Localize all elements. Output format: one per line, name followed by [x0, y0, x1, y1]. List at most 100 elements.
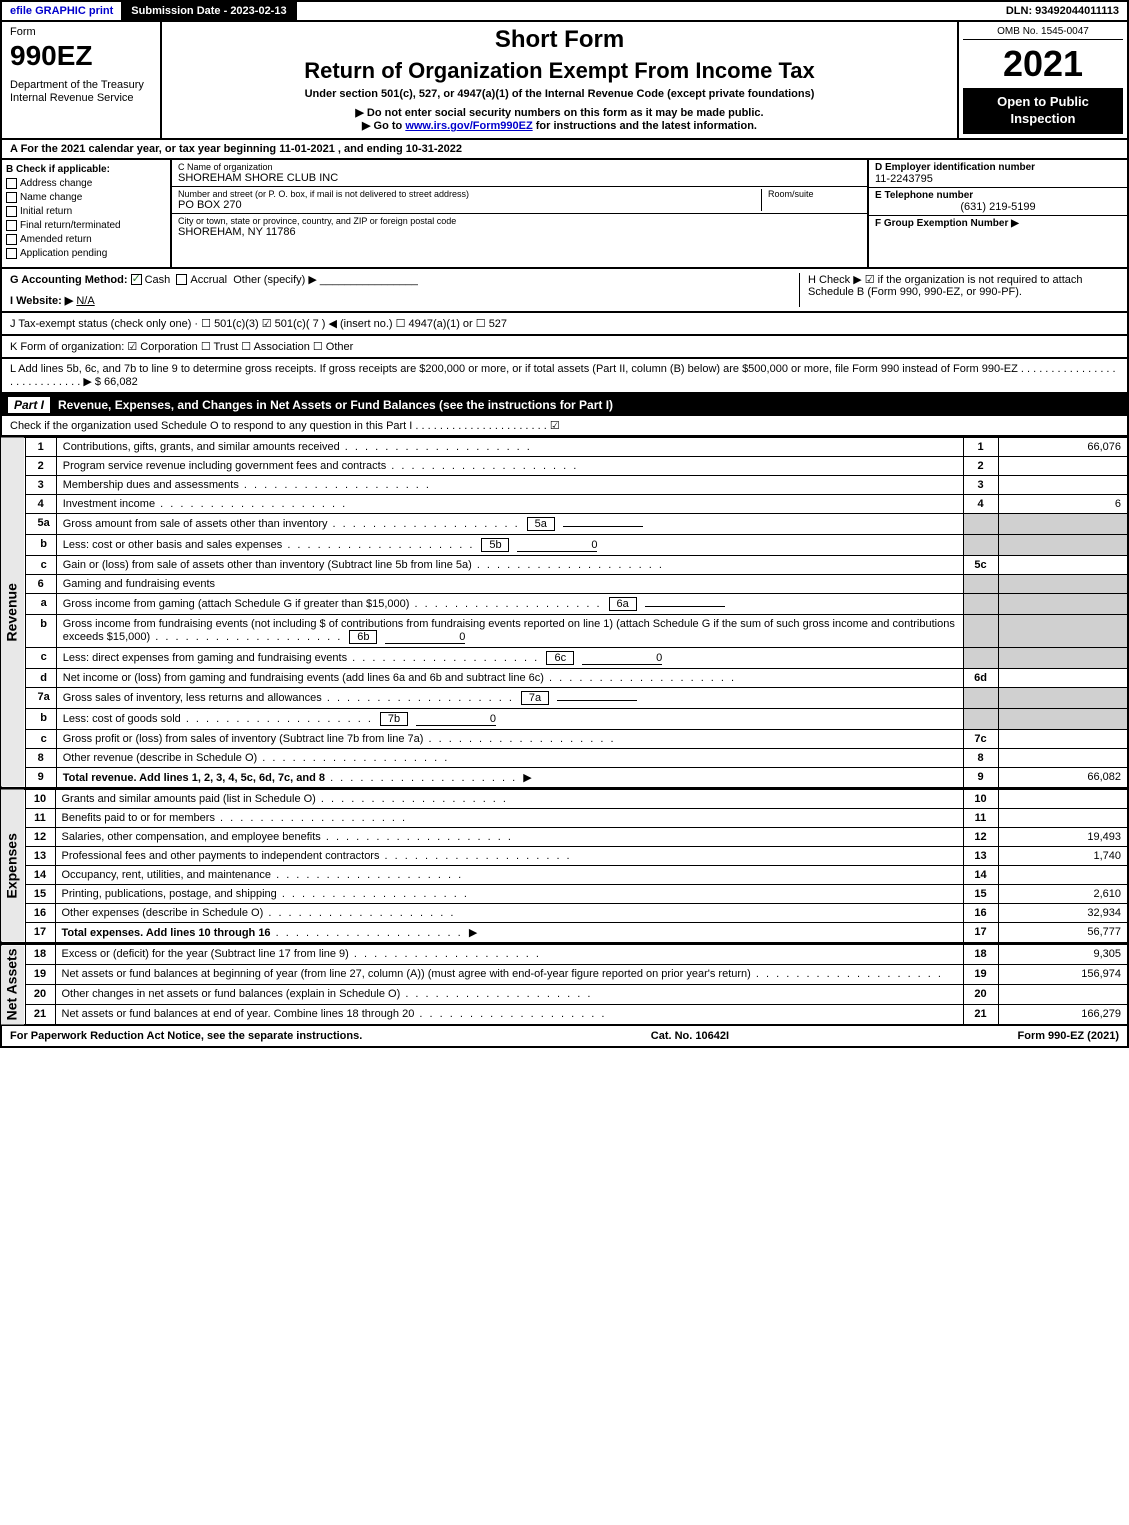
efile-link[interactable]: efile GRAPHIC print [2, 2, 123, 20]
line-desc: Benefits paid to or for members [55, 808, 963, 827]
cbx-cash[interactable] [131, 274, 142, 285]
line-number: 17 [25, 922, 55, 943]
street-label: Number and street (or P. O. box, if mail… [178, 189, 761, 199]
ein-label: D Employer identification number [875, 162, 1121, 173]
header-right: OMB No. 1545-0047 2021 Open to Public In… [957, 22, 1127, 138]
cbx-accrual[interactable] [176, 274, 187, 285]
addr-label: Address change [20, 178, 92, 189]
line-amount: 9,305 [998, 944, 1128, 964]
line-desc: Occupancy, rent, utilities, and maintena… [55, 865, 963, 884]
line-desc: Total revenue. Add lines 1, 2, 3, 4, 5c,… [56, 767, 963, 788]
table-row: 5aGross amount from sale of assets other… [1, 513, 1128, 534]
line-amount [998, 456, 1128, 475]
l-amount: 66,082 [104, 376, 138, 388]
line-desc: Less: direct expenses from gaming and fu… [56, 647, 963, 668]
line-ref: 17 [963, 922, 998, 943]
side-label: Expenses [1, 789, 25, 943]
line-ref-shade [963, 593, 998, 614]
line-ref: 21 [963, 1005, 998, 1026]
info-grid: B Check if applicable: Address change Na… [0, 160, 1129, 269]
cbx-amended[interactable]: Amended return [6, 234, 166, 245]
line-ref: 7c [963, 729, 998, 748]
inline-line-num: 7a [521, 691, 549, 705]
section-a: A For the 2021 calendar year, or tax yea… [0, 140, 1129, 160]
line-amount: 6 [998, 494, 1128, 513]
line-number: a [25, 593, 56, 614]
table-row: 12Salaries, other compensation, and empl… [1, 827, 1128, 846]
footer-right: Form 990-EZ (2021) [1018, 1030, 1119, 1042]
line-amount: 66,082 [998, 767, 1128, 788]
g-label: G Accounting Method: [10, 274, 128, 286]
line-number: 2 [25, 456, 56, 475]
part-i-title: Revenue, Expenses, and Changes in Net As… [58, 398, 613, 412]
note2-post: for instructions and the latest informat… [533, 120, 757, 132]
table-row: 20Other changes in net assets or fund ba… [1, 985, 1128, 1005]
cbx-name[interactable]: Name change [6, 192, 166, 203]
submission-date: Submission Date - 2023-02-13 [123, 2, 296, 20]
g-h-row: G Accounting Method: Cash Accrual Other … [0, 269, 1129, 313]
line-desc: Gain or (loss) from sale of assets other… [56, 555, 963, 574]
table-row: 3Membership dues and assessments3 [1, 475, 1128, 494]
inline-line-num: 6a [609, 597, 637, 611]
table-row: 17Total expenses. Add lines 10 through 1… [1, 922, 1128, 943]
line-number: 8 [25, 748, 56, 767]
tel-label: E Telephone number [875, 190, 1121, 201]
table-row: cGain or (loss) from sale of assets othe… [1, 555, 1128, 574]
line-number: 7a [25, 687, 56, 708]
city-row: City or town, state or province, country… [172, 214, 867, 240]
cbx-application[interactable]: Application pending [6, 248, 166, 259]
table-row: 11Benefits paid to or for members11 [1, 808, 1128, 827]
cbx-initial[interactable]: Initial return [6, 206, 166, 217]
line-number: 1 [25, 437, 56, 456]
line-ref: 6d [963, 668, 998, 687]
table-row: 13Professional fees and other payments t… [1, 846, 1128, 865]
table-row: cGross profit or (loss) from sales of in… [1, 729, 1128, 748]
line-desc: Gross income from gaming (attach Schedul… [56, 593, 963, 614]
line-amount [998, 808, 1128, 827]
section-b: B Check if applicable: Address change Na… [2, 160, 172, 267]
irs-link[interactable]: www.irs.gov/Form990EZ [405, 120, 532, 132]
line-amount [998, 668, 1128, 687]
name-label: Name change [20, 192, 82, 203]
final-label: Final return/terminated [20, 220, 121, 231]
line-desc: Gaming and fundraising events [56, 574, 963, 593]
line-desc: Program service revenue including govern… [56, 456, 963, 475]
form-number: 990EZ [10, 39, 152, 73]
header-left: Form 990EZ Department of the Treasury In… [2, 22, 162, 138]
section-h: H Check ▶ ☑ if the organization is not r… [799, 273, 1119, 307]
line-number: 4 [25, 494, 56, 513]
line-ref-shade [963, 534, 998, 555]
amount-shade [998, 614, 1128, 647]
line-amount: 1,740 [998, 846, 1128, 865]
line-ref: 9 [963, 767, 998, 788]
table-row: Expenses10Grants and similar amounts pai… [1, 789, 1128, 808]
line-ref: 15 [963, 884, 998, 903]
line-ref-shade [963, 647, 998, 668]
org-name-row: C Name of organization SHOREHAM SHORE CL… [172, 160, 867, 187]
line-ref-shade [963, 614, 998, 647]
line-desc: Grants and similar amounts paid (list in… [55, 789, 963, 808]
line-ref: 2 [963, 456, 998, 475]
footer-left: For Paperwork Reduction Act Notice, see … [10, 1030, 362, 1042]
table-row: aGross income from gaming (attach Schedu… [1, 593, 1128, 614]
part-i-check: Check if the organization used Schedule … [0, 416, 1129, 437]
line-ref-shade [963, 687, 998, 708]
accrual-label: Accrual [190, 274, 227, 286]
side-label: Revenue [1, 437, 25, 788]
cbx-address[interactable]: Address change [6, 178, 166, 189]
other-label: Other (specify) ▶ [233, 274, 317, 286]
line-desc: Investment income [56, 494, 963, 513]
line-number: c [25, 555, 56, 574]
top-bar: efile GRAPHIC print Submission Date - 20… [0, 0, 1129, 22]
footer-mid: Cat. No. 10642I [651, 1030, 729, 1042]
note-link: ▶ Go to www.irs.gov/Form990EZ for instru… [170, 119, 949, 132]
table-row: 9Total revenue. Add lines 1, 2, 3, 4, 5c… [1, 767, 1128, 788]
expenses-table: Expenses10Grants and similar amounts pai… [0, 789, 1129, 944]
department: Department of the Treasury [10, 79, 152, 92]
city-label: City or town, state or province, country… [178, 216, 861, 226]
inline-line-num: 5b [481, 538, 509, 552]
table-row: 2Program service revenue including gover… [1, 456, 1128, 475]
cash-label: Cash [145, 274, 171, 286]
line-desc: Total expenses. Add lines 10 through 16 … [55, 922, 963, 943]
cbx-final[interactable]: Final return/terminated [6, 220, 166, 231]
